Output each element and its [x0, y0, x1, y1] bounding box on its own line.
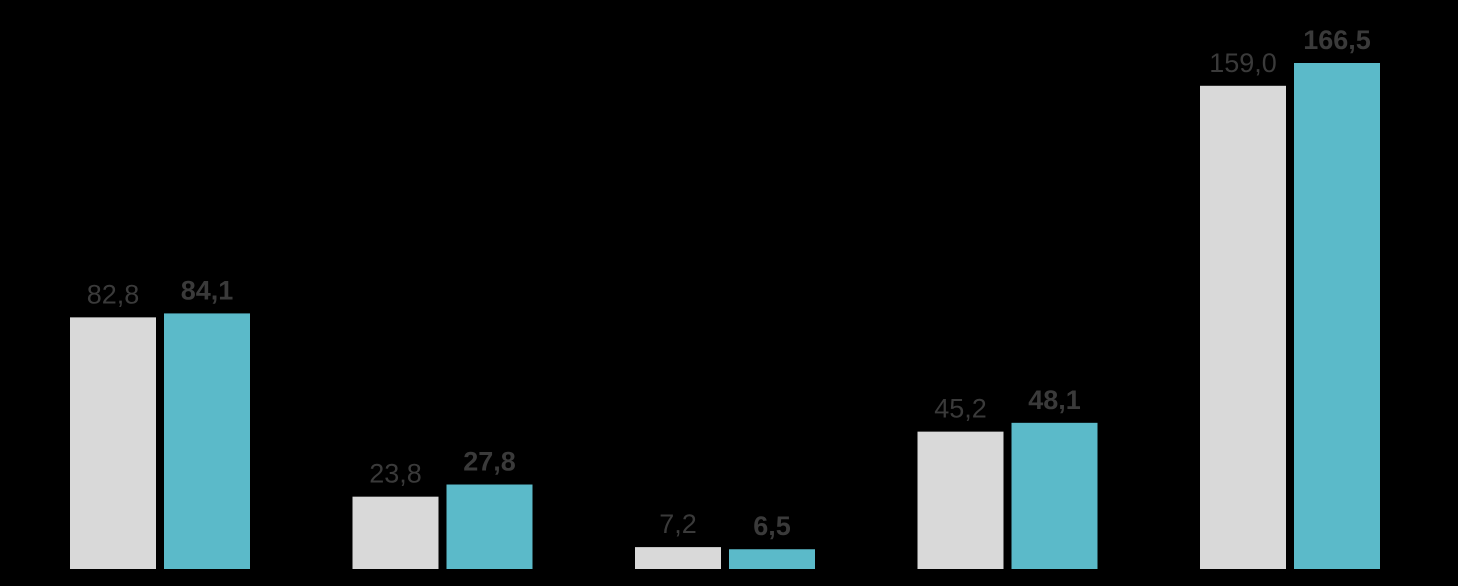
value-label-series1-group2: 23,8: [369, 459, 422, 489]
bar-series1-group3: [635, 547, 721, 569]
bar-series2-group5: [1294, 63, 1380, 569]
value-label-series1-group5: 159,0: [1209, 48, 1277, 78]
bar-series1-group2: [352, 496, 439, 569]
value-label-series2-group1: 84,1: [181, 275, 234, 305]
bar-series1-group1: [70, 317, 156, 569]
value-label-series1-group3: 7,2: [659, 509, 697, 539]
value-label-series2-group4: 48,1: [1028, 385, 1081, 415]
bar-series2-group3: [729, 549, 815, 569]
bar-series1-group5: [1200, 85, 1286, 570]
value-label-series2-group2: 27,8: [463, 447, 516, 477]
value-label-series1-group4: 45,2: [934, 394, 987, 424]
value-labels-layer: 82,8 23,8 7,2 45,2 159,0 84,1 27,8 6,5 48,1 166,5: [87, 25, 1371, 541]
bars-layer: [70, 63, 1380, 570]
bar-series2-group2: [446, 484, 533, 569]
value-label-series2-group5: 166,5: [1303, 25, 1371, 55]
bar-series1-group4: [917, 431, 1004, 569]
bar-series2-group4: [1011, 422, 1098, 569]
value-label-series2-group3: 6,5: [753, 511, 791, 541]
bar-series2-group1: [164, 313, 250, 569]
value-label-series1-group1: 82,8: [87, 279, 140, 309]
